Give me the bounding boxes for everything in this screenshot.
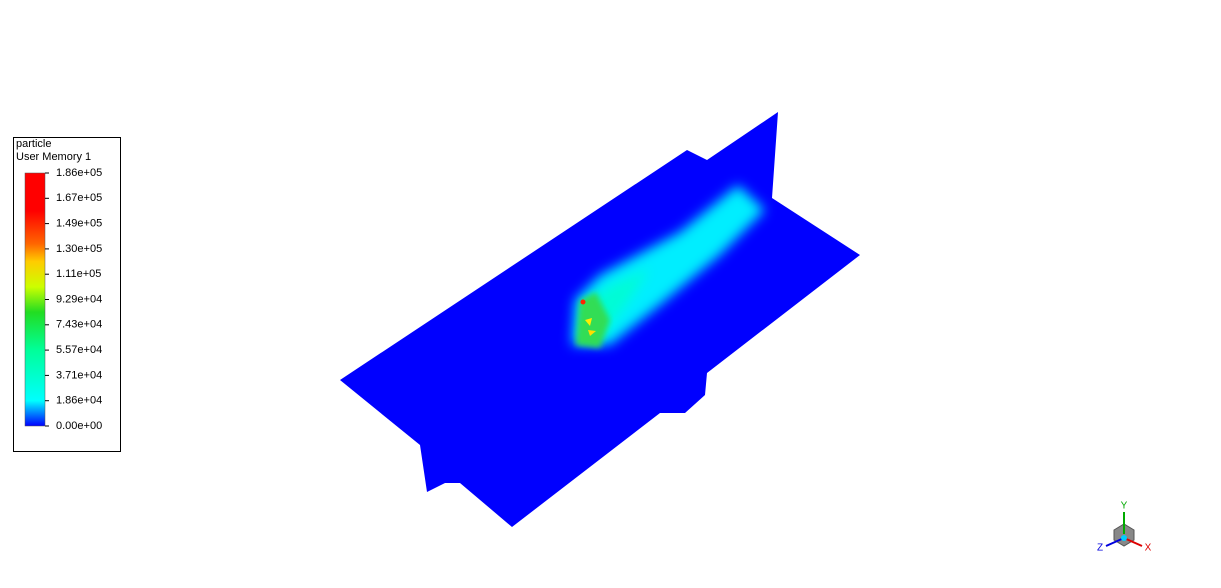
x-label: X bbox=[1145, 543, 1152, 554]
colorbar-label: 1.30e+05 bbox=[56, 243, 102, 255]
colorbar-label: 1.86e+04 bbox=[56, 395, 102, 407]
colorbar-label: 1.11e+05 bbox=[56, 268, 101, 280]
hotspot bbox=[576, 292, 610, 348]
colorbar-label: 1.49e+05 bbox=[56, 218, 102, 230]
y-label: Y bbox=[1121, 501, 1128, 512]
colorbar-label: 1.67e+05 bbox=[56, 192, 102, 204]
legend-title: User Memory 1 bbox=[16, 151, 91, 163]
z-arrow bbox=[1105, 537, 1125, 547]
x-arrow bbox=[1123, 537, 1143, 547]
axis-triad: Y X Z bbox=[1097, 501, 1152, 554]
triad-origin bbox=[1121, 535, 1127, 541]
colorbar bbox=[24, 172, 46, 427]
colorbar-label: 5.57e+04 bbox=[56, 344, 102, 356]
z-label: Z bbox=[1097, 543, 1103, 554]
legend: particle User Memory 1 1.86e+05 1.67e+05 1… bbox=[13, 137, 121, 452]
colorbar-label: 1.86e+05 bbox=[56, 167, 102, 179]
hotspot-red bbox=[580, 299, 586, 305]
colorbar-label: 0.00e+00 bbox=[56, 420, 102, 432]
geometry bbox=[340, 112, 860, 527]
hotspot-yellow bbox=[588, 330, 596, 336]
colorbar-label: 3.71e+04 bbox=[56, 369, 102, 381]
colorbar-label: 7.43e+04 bbox=[56, 319, 102, 331]
hotspot-yellow bbox=[585, 318, 592, 326]
colorbar-label: 9.29e+04 bbox=[56, 293, 102, 305]
legend-title: particle bbox=[16, 138, 51, 150]
